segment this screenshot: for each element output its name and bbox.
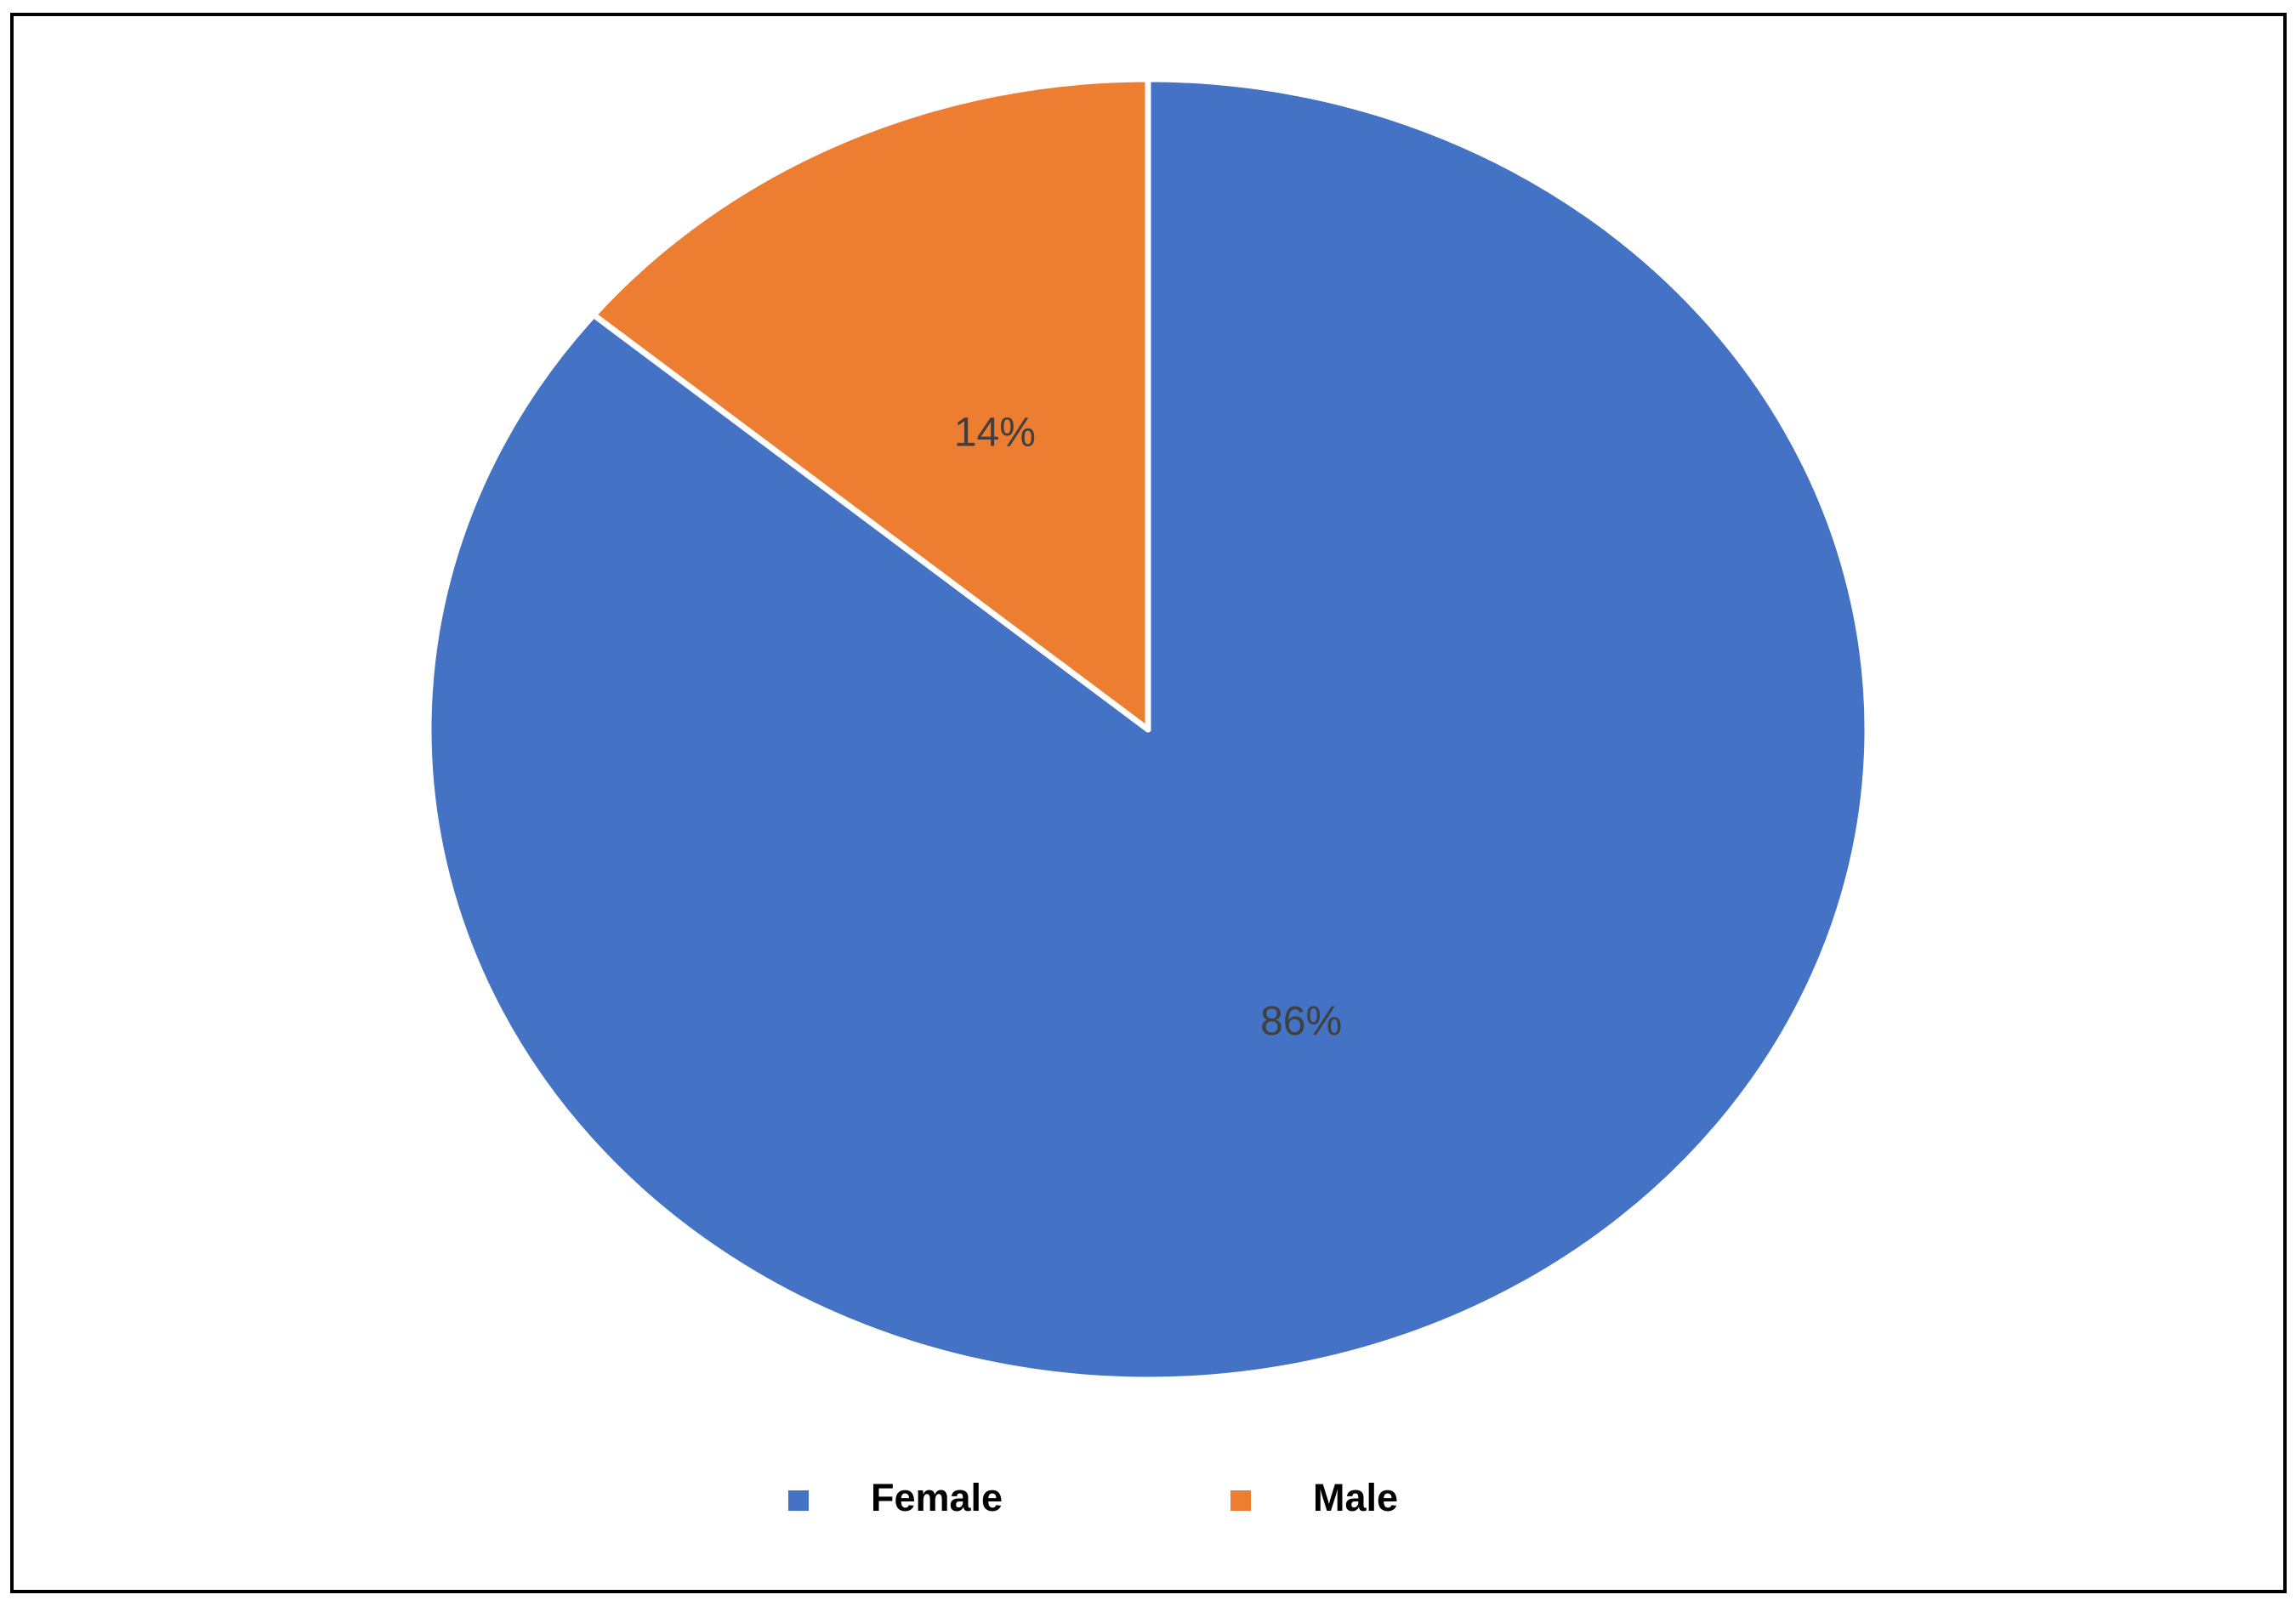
pie-slice (590, 76, 1151, 733)
data-label: 14% (954, 411, 1036, 456)
legend-label: Female (871, 1476, 1003, 1519)
legend-swatch (1230, 1490, 1251, 1511)
data-label: 86% (1260, 999, 1342, 1044)
legend-swatch (788, 1490, 809, 1511)
legend-label: Male (1313, 1476, 1398, 1519)
